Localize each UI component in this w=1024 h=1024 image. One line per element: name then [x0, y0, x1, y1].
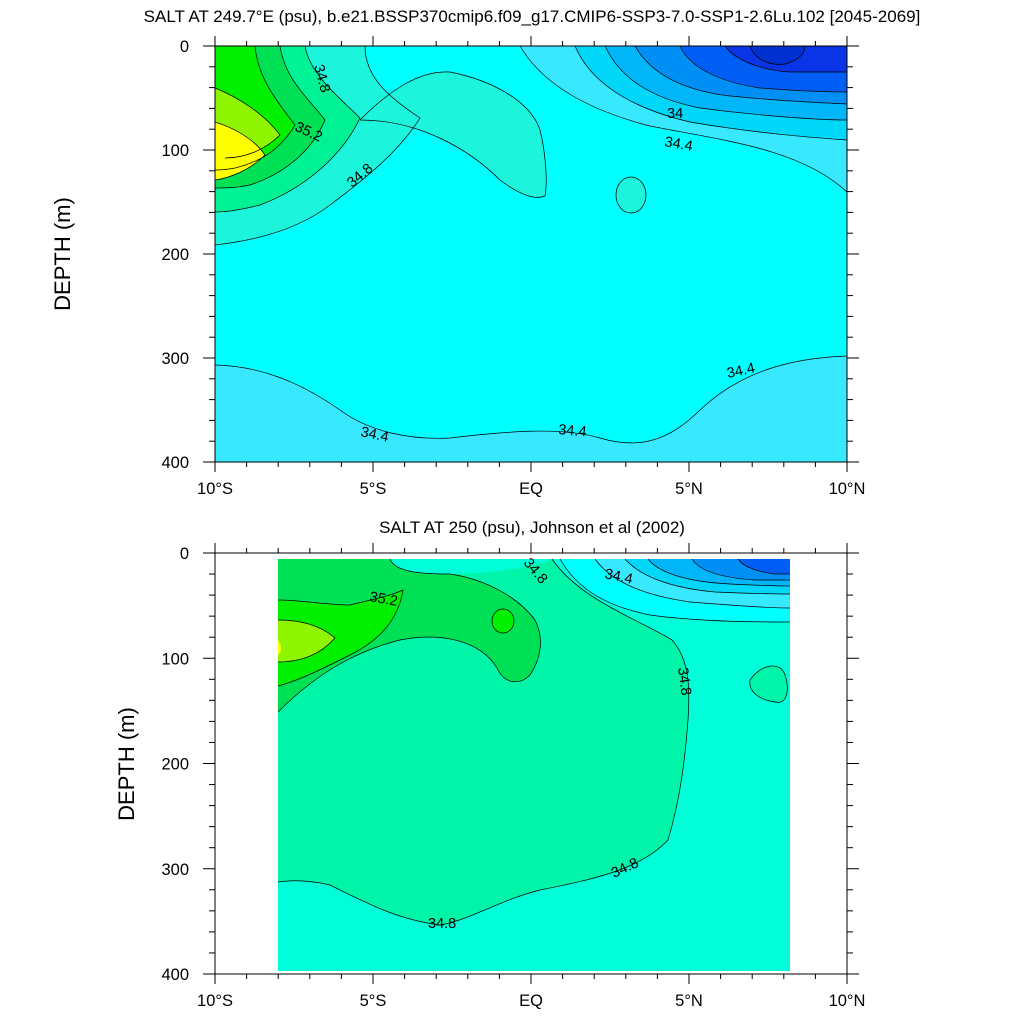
- contour-label: 34.4: [359, 424, 390, 446]
- fill-ne-6: [738, 559, 790, 574]
- contour-label: 34.4: [558, 422, 588, 440]
- panel-bottom-ticks: 10°S 5°S EQ 5°N 10°N 0 100 200 300 400: [161, 543, 865, 1010]
- contour-label: 34.4: [726, 360, 757, 382]
- contour-label: 35.2: [368, 589, 399, 610]
- x-tick-label: 5°S: [360, 480, 387, 498]
- panel-top-ticks: 10°S 5°S EQ 5°N 10°N 0 100 200 300 400: [161, 36, 865, 498]
- y-tick-label: 300: [161, 350, 189, 368]
- contour-label: 34.8: [674, 666, 694, 696]
- fill-eddy-2: [749, 665, 788, 703]
- fill-center-tongue: [360, 71, 547, 198]
- y-tick-label: 100: [161, 650, 189, 668]
- y-tick-label: 400: [161, 454, 189, 472]
- y-tick-label: 100: [161, 142, 189, 160]
- x-tick-label: 10°N: [829, 480, 866, 498]
- fill-salty-4: [278, 640, 281, 655]
- fill-salty-2: [278, 590, 403, 686]
- y-tick-label: 0: [180, 38, 189, 56]
- fill-sw-6: [215, 122, 265, 180]
- fill-main-body: [278, 559, 689, 925]
- panel-top-y-axis-label: DEPTH (m): [50, 197, 75, 311]
- fill-salty-3: [278, 620, 335, 662]
- panel-bottom-fills: [278, 559, 790, 971]
- panel-bottom-title: SALT AT 250 (psu), Johnson et al (2002): [379, 518, 685, 537]
- y-tick-label: 0: [180, 545, 189, 563]
- panel-top: SALT AT 249.7°E (psu), b.e21.BSSP370cmip…: [50, 7, 920, 498]
- panel-top-contours: [214, 45, 848, 444]
- y-tick-label: 200: [161, 756, 189, 774]
- panel-top-title: SALT AT 249.7°E (psu), b.e21.BSSP370cmip…: [144, 7, 921, 26]
- y-tick-label: 300: [161, 861, 189, 879]
- contour-label: 34.4: [663, 134, 694, 155]
- y-tick-label: 400: [161, 966, 189, 984]
- x-tick-label: 5°N: [675, 992, 703, 1010]
- fill-eddy: [616, 177, 646, 213]
- x-tick-label: EQ: [519, 992, 543, 1010]
- fill-salty-1: [278, 559, 541, 712]
- panel-bottom-contours: [277, 558, 791, 926]
- x-tick-label: 10°S: [197, 992, 233, 1010]
- contour-label: 34.4: [603, 566, 634, 588]
- x-tick-label: 10°S: [197, 480, 233, 498]
- fill-eddy-1: [492, 609, 514, 633]
- panel-top-fills: [215, 46, 847, 462]
- panel-bottom-contour-labels: 35.2 34.8 34.4 34.8 34.8 34.8: [368, 555, 694, 932]
- x-tick-label: 5°N: [675, 480, 703, 498]
- y-tick-label: 200: [161, 246, 189, 264]
- fill-deep-band: [215, 356, 847, 462]
- panel-bottom-y-axis-label: DEPTH (m): [114, 707, 139, 821]
- panel-bottom: SALT AT 250 (psu), Johnson et al (2002): [114, 518, 865, 1010]
- fill-ne-7: [750, 46, 805, 65]
- x-tick-label: EQ: [519, 480, 543, 498]
- x-tick-label: 5°S: [360, 992, 387, 1010]
- x-tick-label: 10°N: [829, 992, 866, 1010]
- contour-label: 34.8: [310, 63, 333, 94]
- contour-label: 34.8: [428, 916, 456, 932]
- contour-label: 34: [667, 106, 683, 122]
